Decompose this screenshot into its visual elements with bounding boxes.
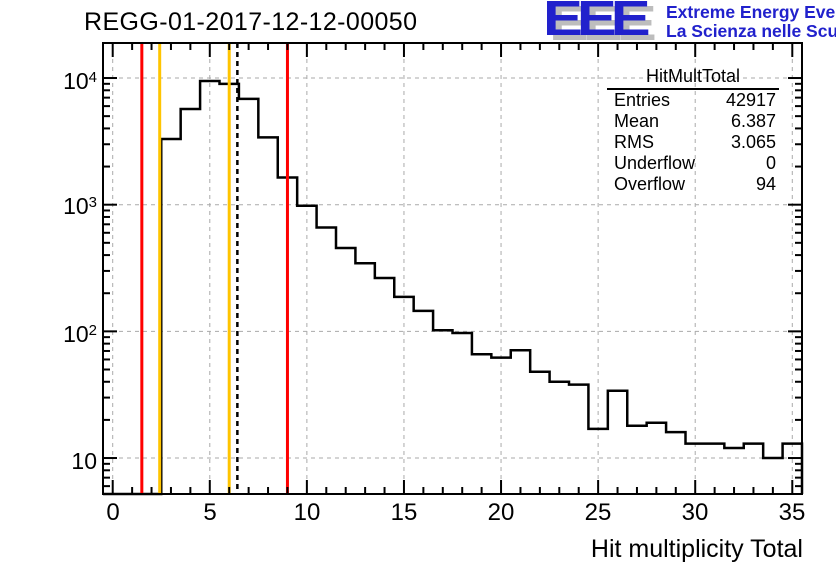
- axes: [102, 42, 803, 495]
- gridlines: [103, 43, 802, 494]
- x-axis-label: 20: [487, 499, 515, 526]
- stats-row-rms: RMS 3.065: [607, 132, 779, 153]
- histogram: [103, 79, 804, 496]
- y-axis-label: 102: [63, 321, 97, 347]
- stats-label: RMS: [614, 132, 654, 152]
- eee-logo-letters: EEE: [543, 0, 651, 46]
- stats-label: Underflow: [614, 153, 696, 173]
- stats-title: HitMultTotal: [607, 66, 779, 90]
- x-axis-label: 35: [778, 499, 806, 526]
- y-axis-label: 104: [63, 68, 97, 94]
- stats-label: Overflow: [614, 174, 686, 194]
- stats-row-mean: Mean 6.387: [607, 111, 779, 132]
- x-axis-label: 5: [203, 499, 217, 526]
- stats-row-overflow: Overflow 94: [607, 174, 779, 195]
- stats-value: 6.387: [730, 111, 776, 131]
- x-axis-label: 0: [106, 499, 120, 526]
- stats-value: 3.065: [730, 132, 776, 152]
- y-axis-label: 10: [71, 448, 97, 474]
- x-axis-label: 15: [390, 499, 418, 526]
- stats-label: Entries: [614, 90, 671, 110]
- stats-value: 0: [765, 153, 776, 173]
- x-axis-label: 30: [681, 499, 709, 526]
- marker-lines: [140, 43, 289, 494]
- plot-title: REGG-01-2017-12-12-00050: [84, 8, 418, 36]
- stats-label: Mean: [614, 111, 660, 131]
- histogram-step-line: [103, 79, 804, 496]
- stats-row-entries: Entries 42917: [607, 90, 779, 111]
- logo-subtitle-line2: La Scienza nelle Scuole: [666, 21, 836, 41]
- x-axis-title: Hit multiplicity Total: [590, 535, 803, 563]
- x-axis-label: 10: [293, 499, 321, 526]
- logo-subtitle-line1: Extreme Energy Events: [666, 2, 836, 22]
- x-axis-label: 25: [584, 499, 612, 526]
- stats-box: HitMultTotal Entries 42917 Mean 6.387 RM…: [607, 66, 779, 195]
- stats-value: 94: [755, 174, 776, 194]
- stats-value: 42917: [725, 90, 776, 110]
- stats-row-underflow: Underflow 0: [607, 153, 779, 174]
- plot-frame: [102, 42, 803, 495]
- y-axis-label: 103: [63, 193, 97, 219]
